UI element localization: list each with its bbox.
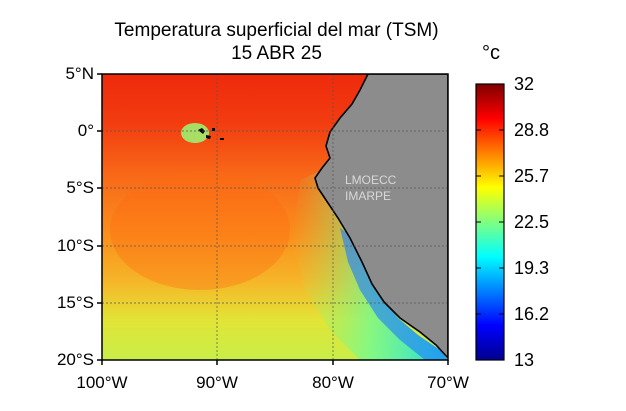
colorbar-tick-label: 25.7 [514,166,550,186]
colorbar-unit: °c [482,42,500,64]
watermark-line1: LMOECC [345,173,397,187]
colorbar-tick-label: 16.2 [514,304,550,324]
colorbar-tick-label: 13 [514,350,535,370]
warm-patch [110,170,290,290]
lat-label: 0° [77,121,94,140]
lat-label: 20°S [56,350,94,369]
lon-label: 70°W [427,373,469,392]
galapagos-islands [198,128,224,140]
graticule [102,74,448,360]
colorbar-ticks [476,129,504,315]
lon-label: 80°W [312,373,354,392]
galapagos-cool-spot [181,123,209,143]
colorbar-tick-label: 19.3 [514,258,550,278]
colorbar-tick-label: 32 [514,74,535,94]
watermark-line2: IMARPE [345,189,392,203]
lon-label: 100°W [76,373,128,392]
lat-label: 5°N [65,64,94,83]
lon-label: 90°W [196,373,238,392]
colorbar-tick-label: 28.8 [514,120,550,140]
lat-label: 5°S [66,178,94,197]
lat-label: 10°S [56,236,94,255]
lat-label: 15°S [56,293,94,312]
axis-ticks [97,73,449,365]
watermark: LMOECC IMARPE [345,172,396,204]
map-date: 15 ABR 25 [231,43,322,64]
map-title: Temperatura superficial del mar (TSM) [114,20,439,41]
coastal-upwelling [292,170,448,360]
colorbar-tick-label: 22.5 [514,212,550,232]
map-frame [101,73,449,361]
south-america-land [314,74,448,360]
